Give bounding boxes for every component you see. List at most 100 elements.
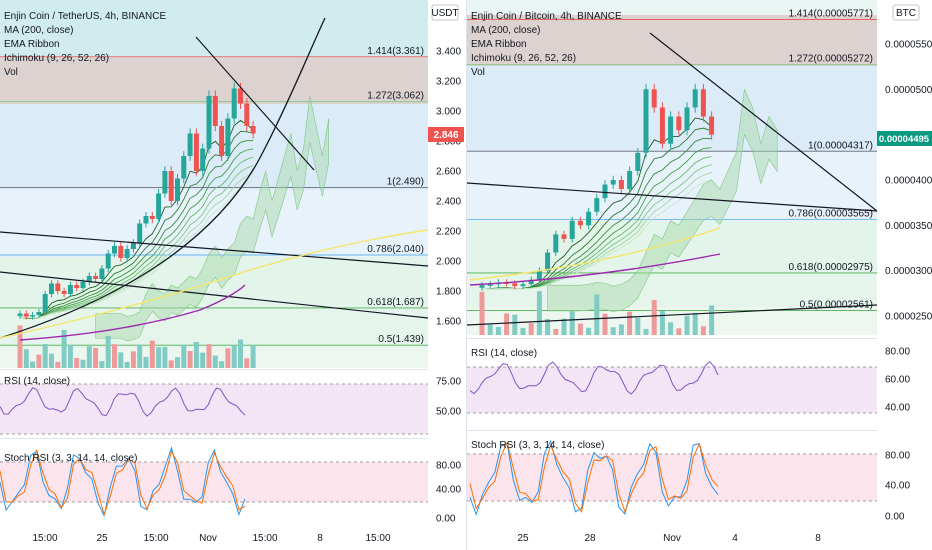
left-volume-bar	[67, 344, 73, 368]
right-candle	[520, 284, 526, 287]
right-price-axis[interactable]	[877, 0, 932, 530]
left-trendline-down[interactable]	[195, 36, 315, 171]
right-fib-label: 1(0.00004317)	[808, 140, 873, 151]
left-price-tick: 3.200	[436, 77, 461, 88]
left-rsi-tick: 75.00	[436, 377, 461, 388]
left-indicator-ema: EMA Ribbon	[4, 39, 60, 50]
left-candle	[181, 156, 187, 179]
left-candle	[118, 246, 124, 258]
left-ema-line	[19, 140, 254, 319]
right-yellow-line	[469, 227, 721, 281]
right-stoch-band	[467, 454, 877, 501]
left-fib-lines: 1.414(3.361) 1.272(3.062) 1(2.490) 0.786(2.…	[0, 46, 428, 346]
left-candle	[74, 285, 80, 288]
left-ema-line	[19, 130, 254, 319]
right-time-tick: 8	[815, 533, 821, 544]
left-currency-box[interactable]	[431, 4, 459, 21]
left-volume-bar	[162, 346, 168, 368]
right-candle	[569, 220, 575, 239]
right-volume-bar	[692, 312, 698, 335]
left-ichimoku-cloud	[95, 95, 330, 342]
left-volume-bars	[17, 325, 256, 368]
left-candle	[156, 193, 162, 219]
left-volume-bar	[250, 345, 256, 368]
right-trendline-2[interactable]	[466, 304, 878, 326]
right-volume-bar	[610, 327, 616, 335]
left-fib-zone-2	[0, 190, 428, 257]
left-candle	[149, 216, 155, 219]
right-candle	[479, 285, 485, 288]
right-volume-bar	[635, 317, 641, 335]
left-volume-bar	[225, 348, 231, 368]
left-stoch-tick: 0.00	[436, 514, 456, 525]
right-last-price-box	[877, 131, 932, 146]
right-currency-box[interactable]	[892, 4, 920, 21]
left-cloud-area	[95, 95, 330, 342]
right-candle	[627, 170, 633, 190]
left-chart: 1.414(3.361) 1.272(3.062) 1(2.490) 0.786(2.…	[0, 0, 466, 550]
left-fib-label: 0.5(1.439)	[378, 334, 424, 345]
left-candle	[55, 283, 61, 291]
left-time-tick: 8	[317, 533, 323, 544]
left-trendline-1[interactable]	[0, 231, 429, 267]
left-price-tick: 2.400	[436, 197, 461, 208]
left-price-tick: 2.200	[436, 227, 461, 238]
right-candle	[602, 184, 608, 199]
left-volume-bar	[187, 351, 193, 368]
right-trendline-down[interactable]	[649, 32, 878, 212]
left-ema-ribbon	[19, 119, 254, 319]
left-candle	[61, 291, 67, 294]
right-volume-bar	[569, 311, 575, 335]
right-time-axis[interactable]	[467, 528, 877, 550]
left-volume-bar	[23, 349, 29, 368]
right-volume-bar	[561, 318, 567, 335]
right-candle	[586, 211, 592, 226]
right-stoch-title: Stoch RSI (3, 3, 14, 14, close)	[471, 440, 604, 451]
right-candle	[561, 234, 567, 239]
left-candle	[231, 88, 237, 119]
right-fib-lines: 1.414(0.00005771) 1.272(0.00005272) 1(0.00…	[467, 8, 877, 311]
right-candle	[618, 180, 624, 190]
left-price-tick: 2.000	[436, 257, 461, 268]
left-volume-bar	[137, 344, 143, 368]
right-volume-bar	[709, 305, 715, 335]
right-fib-upper-zone	[467, 15, 877, 66]
left-candles	[17, 82, 256, 320]
left-candle	[212, 96, 218, 126]
left-volume-bar	[244, 358, 250, 368]
right-volume-bar	[602, 313, 608, 335]
left-volume-bar	[238, 339, 243, 368]
left-yellow-line	[0, 229, 429, 339]
left-volume-bar	[112, 344, 117, 368]
left-trendline-2[interactable]	[0, 271, 429, 319]
left-candle	[200, 148, 206, 171]
right-fib-label: 1.272(0.00005272)	[788, 54, 873, 65]
right-candle	[487, 284, 493, 286]
left-candle	[86, 276, 92, 282]
left-parabolic-curve[interactable]	[0, 17, 326, 339]
left-volume-bar	[130, 351, 136, 368]
left-ema-line	[19, 156, 254, 319]
left-candle	[130, 243, 136, 249]
left-fib-label: 0.618(1.687)	[367, 297, 424, 308]
left-rsi-tick: 50.00	[436, 407, 461, 418]
left-candle	[193, 133, 199, 171]
right-trendline-1[interactable]	[466, 182, 878, 212]
left-candle	[23, 313, 29, 317]
right-candle	[659, 107, 665, 144]
right-stoch-tick: 80.00	[885, 451, 910, 462]
right-time-tick: Nov	[663, 533, 681, 544]
left-time-axis[interactable]	[0, 528, 428, 550]
right-rsi-line	[469, 361, 719, 395]
right-candle	[528, 279, 534, 285]
left-ema-line	[19, 172, 254, 319]
right-volume-bar	[651, 299, 657, 335]
left-time-tick: 15:00	[32, 533, 57, 544]
left-price-axis[interactable]	[428, 0, 466, 530]
left-fib-zone-4	[0, 306, 428, 348]
left-stoch-tick: 40.00	[436, 485, 461, 496]
left-candle	[250, 126, 256, 134]
